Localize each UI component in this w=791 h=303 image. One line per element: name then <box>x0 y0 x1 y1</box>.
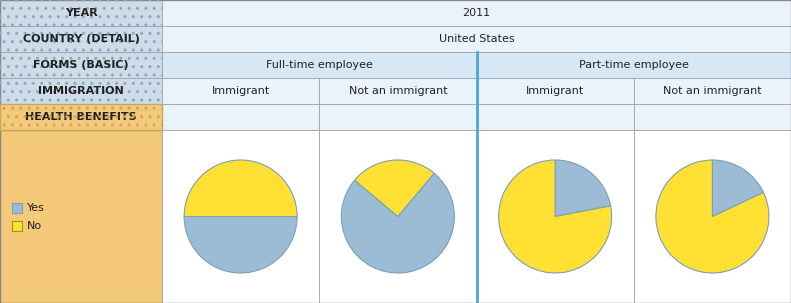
Bar <box>162 0 791 26</box>
Bar <box>476 104 634 130</box>
Wedge shape <box>342 173 454 273</box>
Bar <box>0 104 162 130</box>
Bar <box>634 78 791 104</box>
Text: Part-time employee: Part-time employee <box>579 60 689 70</box>
Text: Immigrant: Immigrant <box>526 86 585 96</box>
Text: YEAR: YEAR <box>65 8 97 18</box>
Bar <box>162 26 791 52</box>
Text: Not an immigrant: Not an immigrant <box>349 86 447 96</box>
Wedge shape <box>498 160 611 273</box>
Bar <box>0 0 162 26</box>
Wedge shape <box>713 160 763 217</box>
Bar <box>476 78 634 104</box>
Bar <box>0 52 162 78</box>
Bar <box>162 104 320 130</box>
Text: Not an immigrant: Not an immigrant <box>663 86 762 96</box>
Text: HEALTH BENEFITS: HEALTH BENEFITS <box>25 112 137 122</box>
Bar <box>162 52 476 78</box>
Wedge shape <box>555 160 611 217</box>
Wedge shape <box>184 217 297 273</box>
Text: Yes: Yes <box>27 203 45 213</box>
Bar <box>476 52 791 78</box>
Text: IMMIGRATION: IMMIGRATION <box>38 86 124 96</box>
Text: No: No <box>27 221 42 231</box>
Bar <box>0 78 162 104</box>
Wedge shape <box>656 160 769 273</box>
Bar <box>320 78 476 104</box>
Wedge shape <box>184 160 297 217</box>
Bar <box>0 0 162 26</box>
Text: Immigrant: Immigrant <box>211 86 270 96</box>
Bar <box>634 130 791 303</box>
Bar <box>634 104 791 130</box>
Text: 2011: 2011 <box>463 8 490 18</box>
Bar <box>0 104 162 130</box>
Bar <box>320 130 476 303</box>
Text: FORMS (BASIC): FORMS (BASIC) <box>33 60 129 70</box>
Bar <box>0 52 162 78</box>
Bar <box>0 26 162 52</box>
Text: United States: United States <box>439 34 514 44</box>
Text: Full-time employee: Full-time employee <box>266 60 373 70</box>
Bar <box>0 104 162 130</box>
Wedge shape <box>354 160 434 217</box>
Bar <box>0 78 162 104</box>
Bar <box>320 104 476 130</box>
Bar <box>162 78 320 104</box>
Bar <box>162 130 320 303</box>
Bar <box>12 203 22 213</box>
Text: COUNTRY (DETAIL): COUNTRY (DETAIL) <box>23 34 139 44</box>
Bar <box>476 130 634 303</box>
Bar <box>0 130 162 303</box>
Bar <box>0 104 162 130</box>
Bar <box>0 26 162 52</box>
Bar <box>12 221 22 231</box>
